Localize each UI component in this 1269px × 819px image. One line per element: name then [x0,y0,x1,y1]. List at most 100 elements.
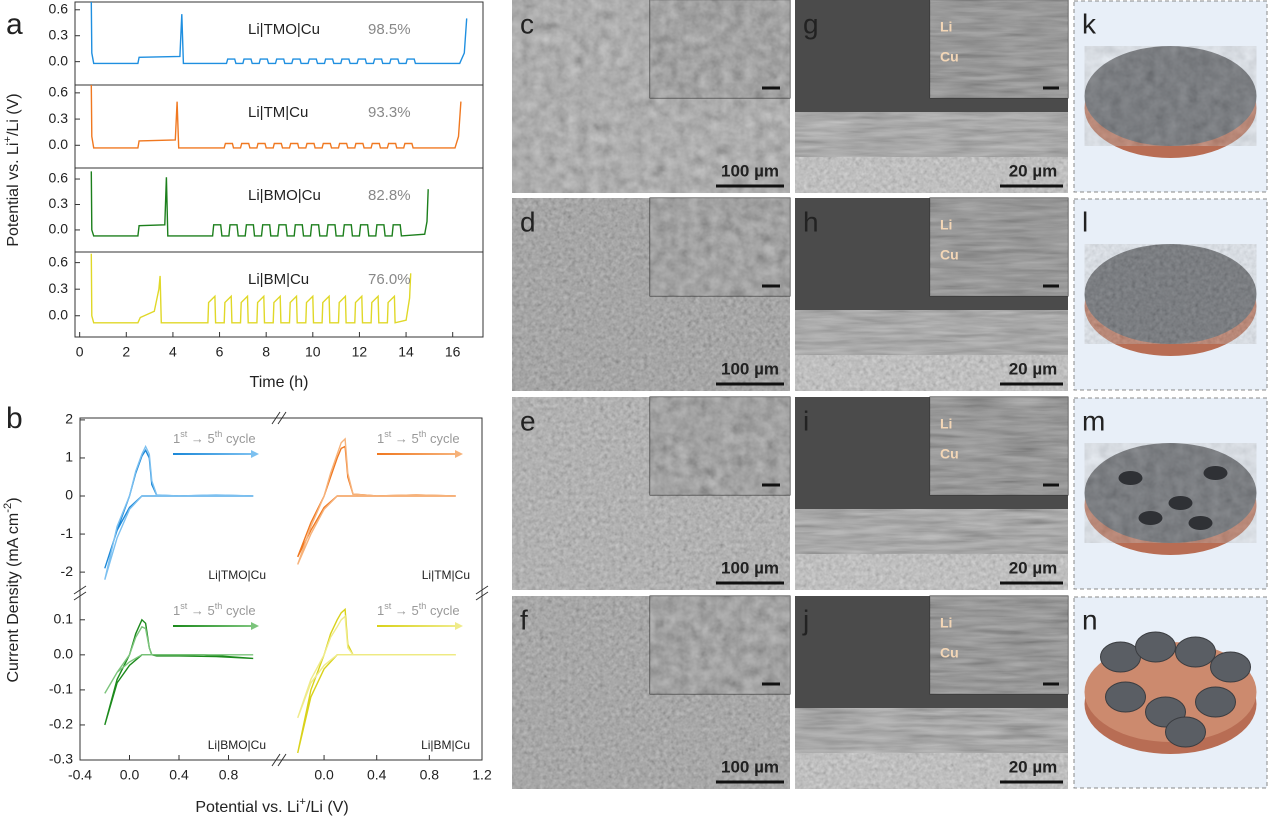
legend-text-part: st [384,601,392,611]
legend-text: 1st → 5th cycle [173,601,256,618]
y-axis-title-part: -2 [2,503,14,513]
legend-text-part: → 5 [391,431,418,446]
y-axis-title-part: + [2,136,14,143]
inset-label: Cu [940,49,959,65]
image-label: f [520,604,528,635]
legend-arrow [173,453,253,455]
legend-text-part: th [419,429,427,439]
scale-bar-label: 100 µm [721,161,779,180]
li-cluster [1165,716,1206,748]
y-tick-label: -0.3 [49,751,73,767]
panel-label: b [6,402,23,435]
li-layer-texture [795,112,1068,157]
image-label: l [1082,206,1088,237]
li-layer-texture [795,509,1068,554]
image-label: m [1082,405,1105,436]
x-tick-label: 0.8 [219,767,239,783]
model-texture [1084,244,1257,344]
efficiency-label: 76.0% [368,271,411,288]
y-tick-label: 0.0 [49,221,69,237]
legend-text: 1st → 5th cycle [377,601,460,618]
legend-arrowhead [455,450,463,458]
legend-text-part: → 5 [391,603,418,618]
curve-label: Li|TMO|Cu [208,568,266,582]
legend-text-part: 1 [173,603,180,618]
x-tick-label: 0.0 [314,767,334,783]
inset-label: Li [940,19,952,35]
x-axis-title-part: Time (h) [250,374,309,391]
y-tick-label: 2 [65,411,73,427]
plot-frame [74,1,484,86]
y-tick-label: 0.0 [49,306,69,322]
x-tick-label: 16 [445,344,461,360]
x-tick-label: 14 [398,344,414,360]
plot-frame [74,251,484,338]
image-label: h [803,206,819,237]
y-tick-label: 0.0 [54,646,74,662]
efficiency-label: 93.3% [368,104,411,121]
legend-text-part: cycle [426,603,459,618]
pore [1168,496,1193,510]
li-layer-texture [795,310,1068,355]
pore [1138,511,1163,525]
curve-label: Li|TM|Cu [248,104,308,121]
legend-text-part: th [215,429,223,439]
y-axis-title-part: Potential vs. Li [5,143,22,247]
inset-label: Cu [940,247,959,263]
y-axis-title-part: ) [5,497,22,502]
legend-arrow [377,625,457,627]
data-line [90,171,429,237]
data-line [104,618,254,726]
y-axis-title-part: /Li (V) [5,93,22,136]
model-texture [1084,46,1257,146]
data-line [90,253,412,324]
inset-label: Li [940,416,952,432]
legend-arrow [377,453,457,455]
y-tick-label: 1 [65,449,73,465]
efficiency-label: 98.5% [368,21,411,38]
curve-label: Li|BMO|Cu [208,738,266,752]
pore [1188,516,1213,530]
image-label: c [520,8,534,39]
scale-bar-label: 20 µm [1009,757,1058,776]
x-tick-label: 2 [122,344,130,360]
pore [1203,466,1228,480]
inset-label: Cu [940,446,959,462]
data-line [90,2,468,65]
data-line [297,607,456,754]
y-tick-label: -0.1 [49,681,73,697]
x-tick-label: 12 [352,344,368,360]
y-tick-label: 0 [65,487,73,503]
x-tick-label: -0.4 [68,767,92,783]
image-label: k [1082,8,1097,39]
y-tick-label: 0.1 [54,610,74,626]
panel-label: a [6,8,23,41]
image-label: d [520,206,536,237]
inset-label: Li [940,615,952,631]
legend-text-part: th [419,601,427,611]
image-label: e [520,405,536,436]
panel-b-frame [79,417,483,761]
legend-arrowhead [251,622,259,630]
axis-break [73,411,489,767]
scale-bar-label: 100 µm [721,558,779,577]
x-axis-title-part: /Li (V) [306,799,349,816]
x-tick-label: 1.2 [472,767,492,783]
legend-text-part: cycle [222,603,255,618]
cross-inset-texture [930,198,1068,296]
legend-text-part: → 5 [187,603,214,618]
image-label: n [1082,604,1098,635]
legend-text-part: st [180,429,188,439]
y-axis-title: Current Density (mA cm-2) [2,497,22,682]
li-cluster [1210,651,1251,683]
data-line [90,85,462,149]
curve-label: Li|BM|Cu [421,738,470,752]
legend-text-part: st [180,601,188,611]
y-tick-label: 0.6 [49,0,69,16]
data-line [297,614,456,719]
y-tick-label: 0.3 [49,280,69,296]
x-axis-title: Time (h) [250,374,309,391]
x-tick-label: 0.4 [169,767,189,783]
legend-text: 1st → 5th cycle [173,429,256,446]
